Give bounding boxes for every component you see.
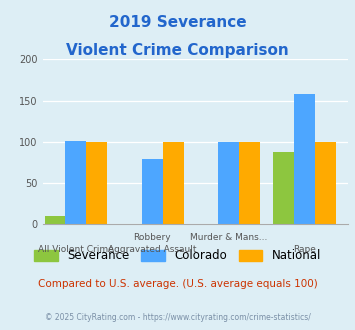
Text: Rape: Rape [294, 245, 316, 254]
Text: Murder & Mans...: Murder & Mans... [190, 233, 267, 242]
Text: © 2025 CityRating.com - https://www.cityrating.com/crime-statistics/: © 2025 CityRating.com - https://www.city… [45, 314, 310, 322]
Bar [218, 142, 239, 224]
Bar [87, 142, 108, 224]
Bar [239, 142, 260, 224]
Bar [163, 142, 184, 224]
Bar [44, 216, 65, 224]
Bar [142, 159, 163, 224]
Text: Compared to U.S. average. (U.S. average equals 100): Compared to U.S. average. (U.S. average … [38, 279, 317, 289]
Text: Aggravated Assault: Aggravated Assault [108, 245, 197, 254]
Text: 2019 Severance: 2019 Severance [109, 15, 246, 30]
Text: Robbery: Robbery [133, 233, 171, 242]
Legend: Severance, Colorado, National: Severance, Colorado, National [29, 245, 326, 267]
Bar [316, 142, 337, 224]
Text: Violent Crime Comparison: Violent Crime Comparison [66, 43, 289, 58]
Bar [65, 141, 87, 224]
Bar [273, 152, 294, 224]
Bar [294, 94, 316, 224]
Text: All Violent Crime: All Violent Crime [38, 245, 114, 254]
